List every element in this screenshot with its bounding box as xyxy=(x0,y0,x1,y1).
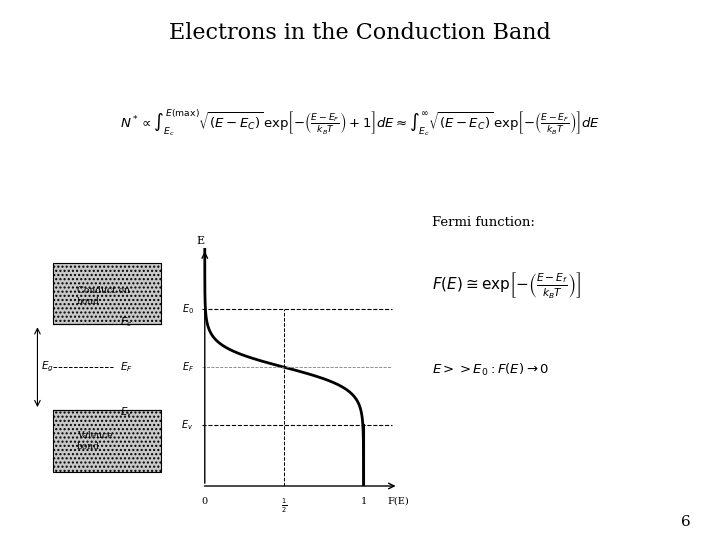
Text: E: E xyxy=(196,236,204,246)
Text: $E_F$: $E_F$ xyxy=(120,360,132,374)
Text: F(E): F(E) xyxy=(387,497,409,505)
Text: $E_F$: $E_F$ xyxy=(181,360,194,374)
Text: 1: 1 xyxy=(361,497,366,505)
Text: 6: 6 xyxy=(681,515,691,529)
Text: $F(E)\cong\exp\!\left[-\left(\frac{E-E_f}{k_BT}\right)\right]$: $F(E)\cong\exp\!\left[-\left(\frac{E-E_f… xyxy=(432,270,582,300)
Text: $N^* \propto \int_{E_c}^{E(\mathrm{max})} \sqrt{(E-E_C)}\,\exp\!\left[-\left(\fr: $N^* \propto \int_{E_c}^{E(\mathrm{max})… xyxy=(120,108,600,138)
Text: $E_v$: $E_v$ xyxy=(120,406,132,419)
Bar xyxy=(53,262,161,325)
Text: $E_v$: $E_v$ xyxy=(181,418,194,432)
Text: Fermi function:: Fermi function: xyxy=(432,216,535,229)
Text: Conduct on
bond: Conduct on bond xyxy=(77,286,130,306)
Text: $\frac{1}{2}$: $\frac{1}{2}$ xyxy=(281,497,287,515)
Text: 0: 0 xyxy=(202,497,208,505)
Text: Valence
bond: Valence bond xyxy=(77,431,112,450)
Text: $E >> E_0 : F(E) \rightarrow 0$: $E >> E_0 : F(E) \rightarrow 0$ xyxy=(432,362,549,378)
Bar xyxy=(53,410,161,472)
Text: $E_0$: $E_0$ xyxy=(181,302,194,316)
Text: $E_c$: $E_c$ xyxy=(120,315,132,329)
Text: Electrons in the Conduction Band: Electrons in the Conduction Band xyxy=(169,22,551,44)
Text: $E_g$: $E_g$ xyxy=(40,360,53,374)
